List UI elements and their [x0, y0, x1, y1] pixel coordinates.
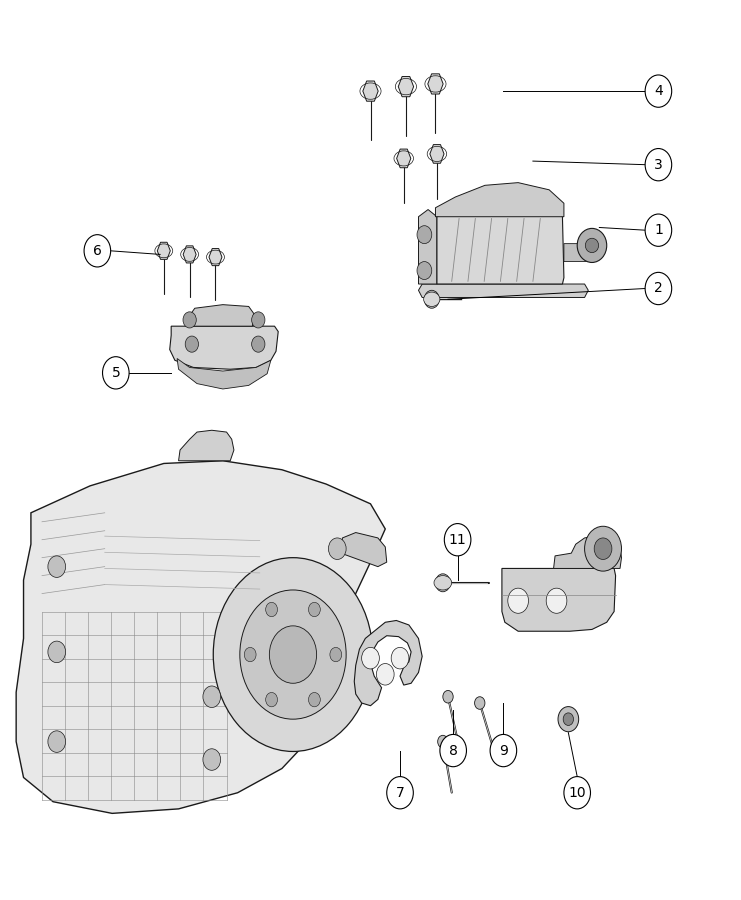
Circle shape — [546, 589, 567, 613]
Ellipse shape — [434, 576, 452, 590]
Circle shape — [391, 647, 409, 669]
Polygon shape — [430, 145, 444, 163]
Circle shape — [48, 731, 66, 752]
Circle shape — [328, 538, 346, 560]
Circle shape — [308, 692, 320, 706]
Circle shape — [585, 526, 622, 572]
Text: 2: 2 — [654, 282, 662, 295]
Polygon shape — [502, 569, 616, 631]
Circle shape — [362, 647, 379, 669]
Text: 4: 4 — [654, 84, 662, 98]
Circle shape — [387, 777, 413, 809]
Polygon shape — [177, 358, 271, 389]
Polygon shape — [190, 304, 254, 326]
Polygon shape — [396, 149, 411, 167]
Circle shape — [266, 602, 277, 616]
Polygon shape — [436, 183, 564, 217]
Circle shape — [376, 663, 394, 685]
Text: 7: 7 — [396, 786, 405, 800]
Text: 6: 6 — [93, 244, 102, 257]
Polygon shape — [419, 284, 588, 298]
Circle shape — [594, 538, 612, 560]
Circle shape — [252, 311, 265, 328]
Text: 10: 10 — [568, 786, 586, 800]
Circle shape — [213, 558, 373, 752]
Circle shape — [474, 697, 485, 709]
Polygon shape — [16, 461, 385, 814]
Text: 5: 5 — [111, 365, 120, 380]
Ellipse shape — [424, 292, 440, 306]
Polygon shape — [170, 326, 278, 369]
Circle shape — [203, 686, 221, 707]
Circle shape — [417, 262, 432, 280]
Circle shape — [270, 626, 316, 683]
Polygon shape — [209, 248, 222, 266]
Polygon shape — [437, 197, 564, 284]
Circle shape — [102, 356, 129, 389]
Circle shape — [330, 647, 342, 662]
Polygon shape — [398, 76, 413, 96]
Circle shape — [185, 336, 199, 352]
Polygon shape — [341, 533, 387, 567]
Polygon shape — [419, 210, 437, 284]
Circle shape — [645, 148, 671, 181]
Circle shape — [48, 641, 66, 662]
Circle shape — [645, 273, 671, 304]
Circle shape — [252, 336, 265, 352]
Circle shape — [84, 235, 110, 267]
Circle shape — [417, 226, 432, 244]
Circle shape — [438, 735, 448, 748]
Circle shape — [425, 291, 439, 308]
Polygon shape — [554, 536, 622, 569]
Polygon shape — [564, 244, 592, 262]
Polygon shape — [179, 430, 234, 461]
Circle shape — [508, 589, 528, 613]
Text: 8: 8 — [449, 743, 458, 758]
Circle shape — [443, 690, 453, 703]
Polygon shape — [183, 246, 196, 263]
Circle shape — [183, 311, 196, 328]
Text: 9: 9 — [499, 743, 508, 758]
Circle shape — [240, 590, 346, 719]
Polygon shape — [428, 74, 443, 94]
Circle shape — [436, 574, 451, 592]
Ellipse shape — [577, 229, 607, 263]
Circle shape — [490, 734, 516, 767]
Circle shape — [308, 602, 320, 616]
Circle shape — [440, 734, 467, 767]
Text: 1: 1 — [654, 223, 663, 238]
Polygon shape — [363, 81, 378, 101]
Circle shape — [564, 777, 591, 809]
Text: 3: 3 — [654, 158, 662, 172]
Circle shape — [266, 692, 277, 706]
Circle shape — [245, 647, 256, 662]
Ellipse shape — [585, 238, 599, 253]
Text: 11: 11 — [449, 533, 467, 546]
Circle shape — [558, 706, 579, 732]
Polygon shape — [354, 620, 422, 706]
Circle shape — [645, 75, 671, 107]
Polygon shape — [157, 242, 170, 259]
Circle shape — [445, 524, 471, 556]
Circle shape — [645, 214, 671, 247]
Circle shape — [48, 556, 66, 578]
Circle shape — [203, 749, 221, 770]
Circle shape — [563, 713, 574, 725]
